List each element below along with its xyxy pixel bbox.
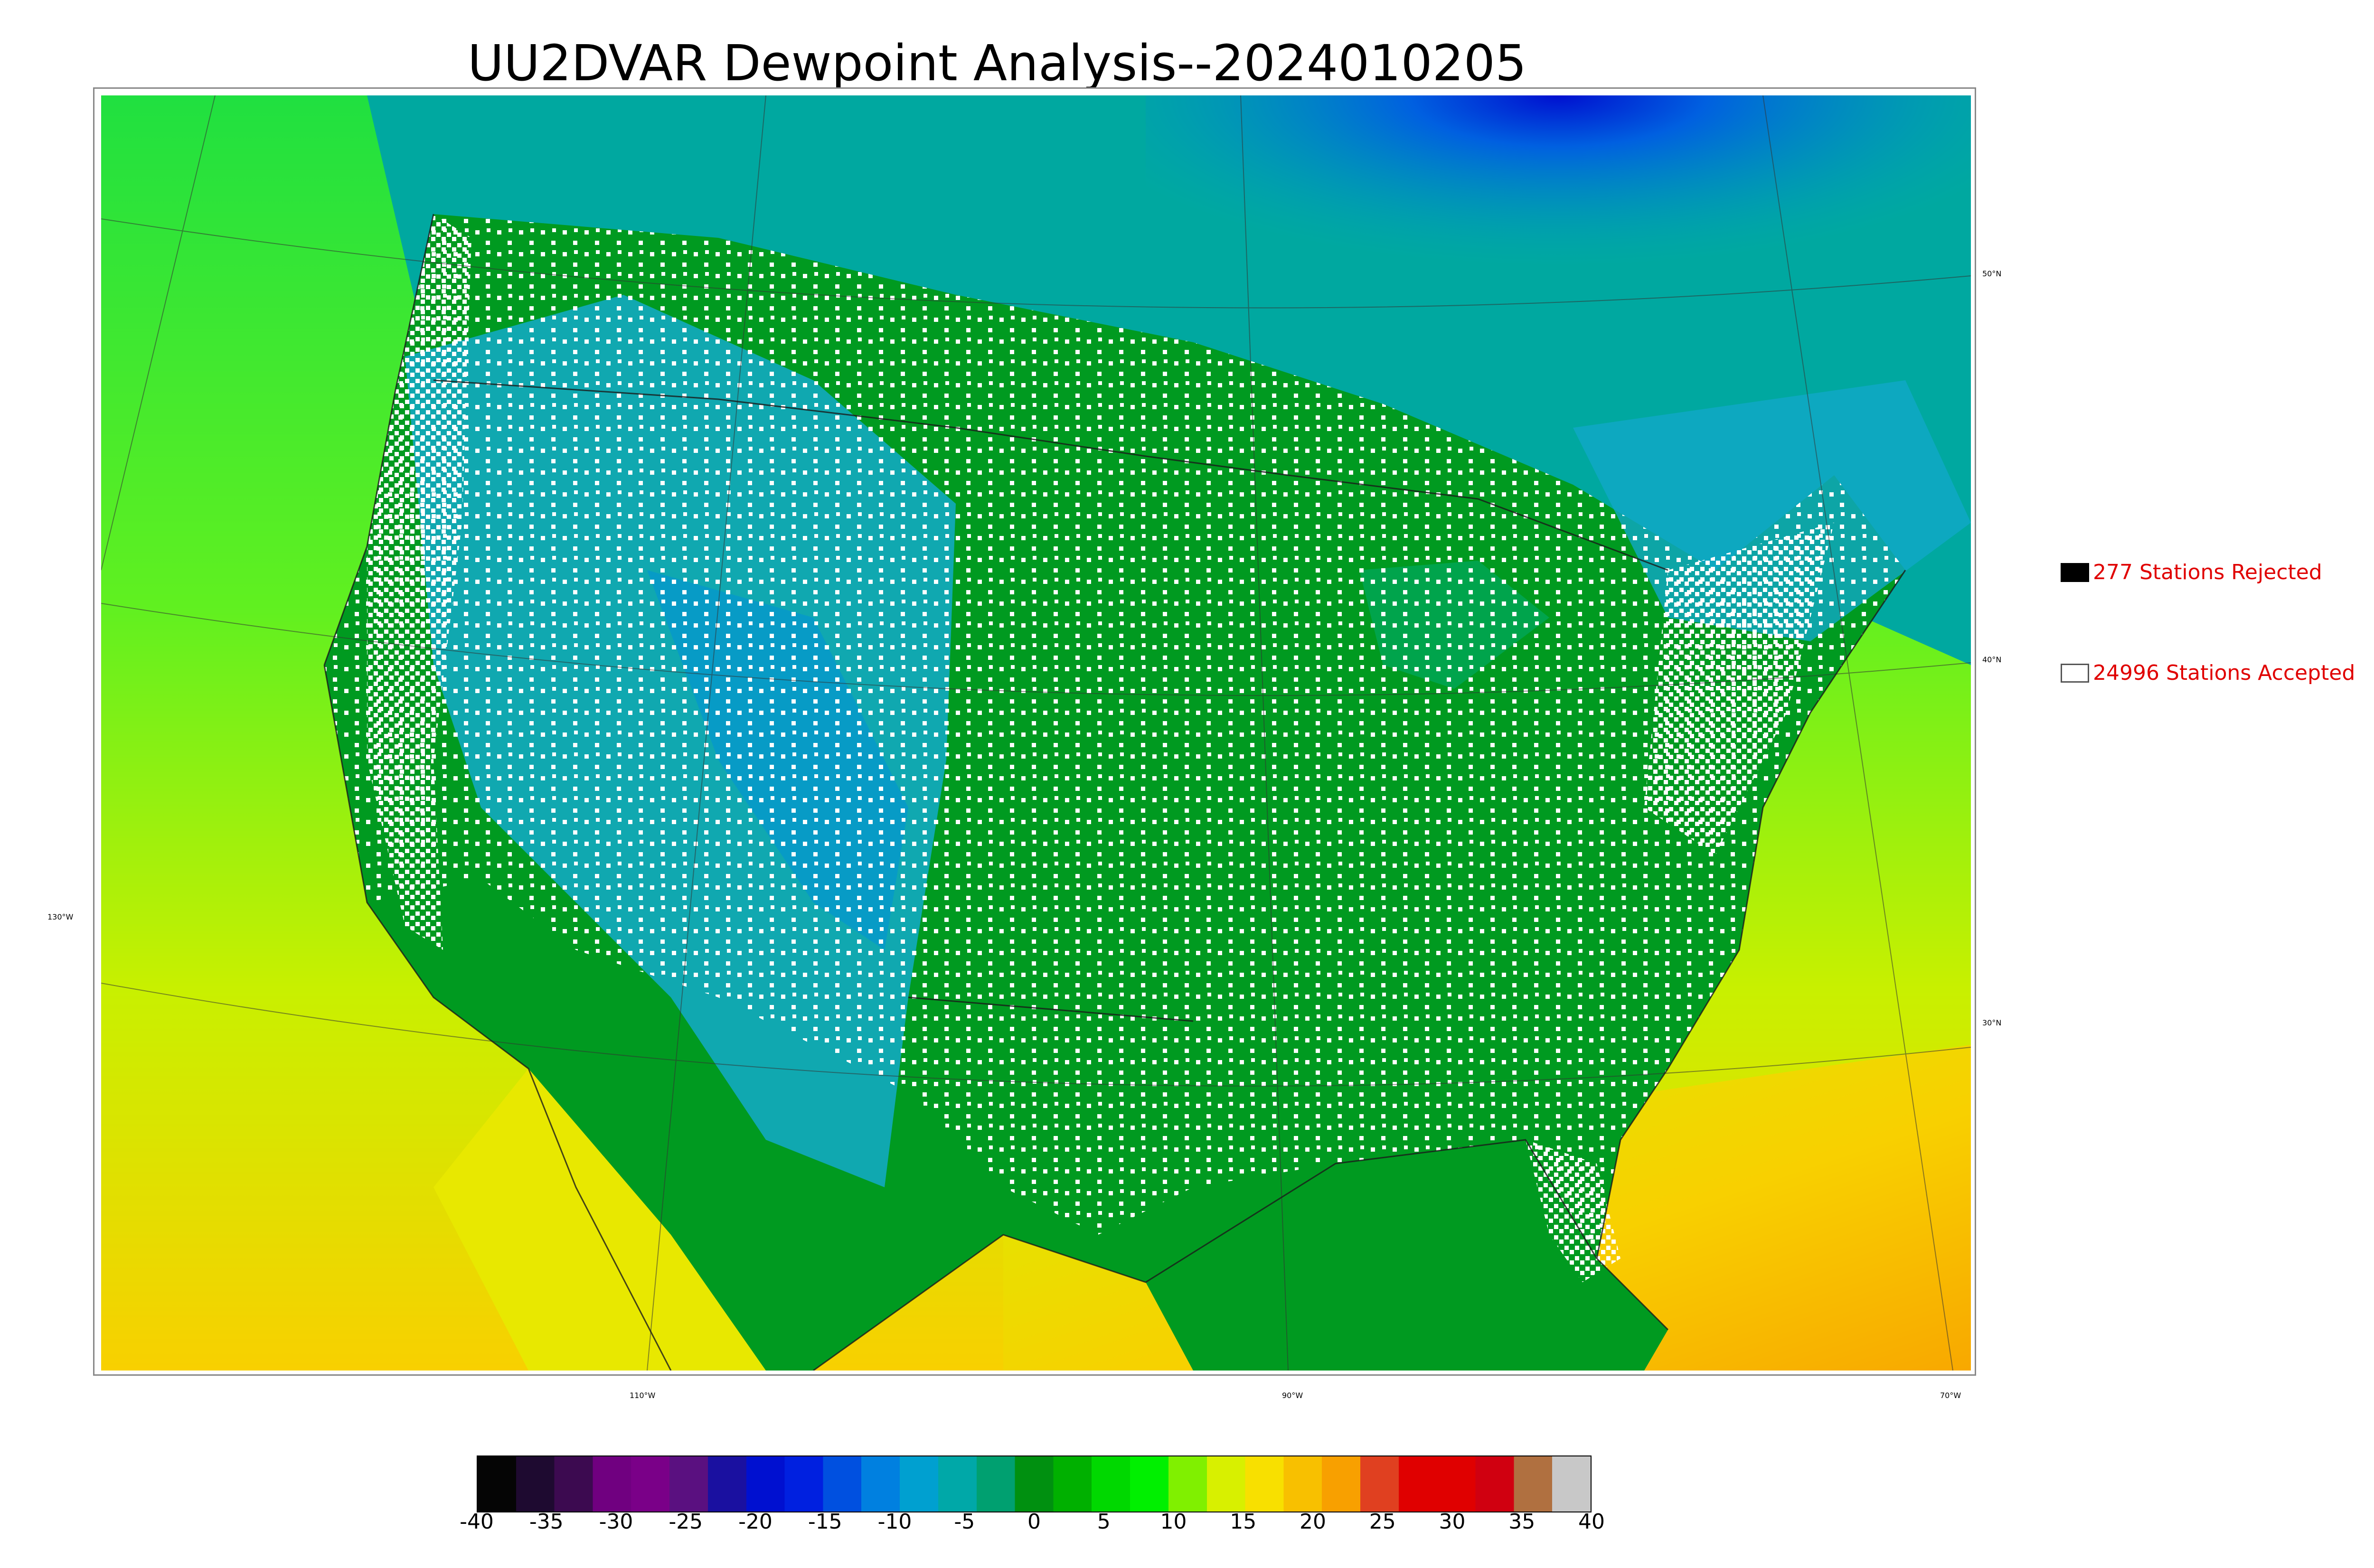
colorbar-tick-label: -25 [669,1510,703,1534]
colorbar-tick-label: 0 [1027,1510,1041,1534]
colorbar-tick-label: 20 [1300,1510,1326,1534]
lon-label-110: 110°W [630,1391,656,1400]
colorbar-tick-label: -15 [808,1510,842,1534]
lat-label-30: 30°N [1982,1018,2002,1027]
lon-label-70: 70°W [1940,1391,1961,1400]
colorbar-tick-label: -30 [599,1510,633,1534]
colorbar-tick-label: 40 [1578,1510,1605,1534]
lat-label-40: 40°N [1982,655,2002,664]
legend-accepted: 24996 Stations Accepted [2061,661,2355,685]
colorbar-tick-label: -10 [877,1510,912,1534]
colorbar-tick-label: 25 [1369,1510,1396,1534]
station-coverage-dense [367,214,471,950]
colorbar [477,1455,1592,1512]
canada-north-blue [1146,95,1971,380]
colorbar-tick-label: 30 [1439,1510,1466,1534]
colorbar-tick-label: 35 [1508,1510,1536,1534]
lon-label-90: 90°W [1282,1391,1303,1400]
legend-rejected-label: 277 Stations Rejected [2093,560,2322,584]
colorbar-tick-label: 10 [1160,1510,1187,1534]
colorbar-tick-label: 15 [1230,1510,1257,1534]
station-coverage [324,214,1905,1258]
colorbar-tick-label: -40 [460,1510,494,1534]
legend-accepted-label: 24996 Stations Accepted [2093,661,2355,685]
coastlines [323,214,1906,1371]
graticule [101,95,1971,1371]
map-frame: 50°N 40°N 30°N [93,87,2001,1376]
colorbar-tick-label: -5 [954,1510,975,1534]
colorbar-tick-label: -35 [529,1510,564,1534]
legend-accepted-swatch [2061,663,2089,683]
colorbar-tick-label: 5 [1097,1510,1111,1534]
station-coverage-dense-east [1644,523,1834,855]
dewpoint-map [101,95,1971,1371]
colorbar-tick-label: -20 [738,1510,772,1534]
lon-label-130: 130°W [47,912,74,921]
map-title: UU2DVAR Dewpoint Analysis--2024010205 [467,34,1527,92]
legend-rejected-swatch [2061,563,2089,582]
lat-label-50: 50°N [1982,269,2002,278]
legend-rejected: 277 Stations Rejected [2061,560,2322,584]
mexico-field [433,1069,766,1371]
station-coverage-dense-florida [1526,1140,1620,1282]
